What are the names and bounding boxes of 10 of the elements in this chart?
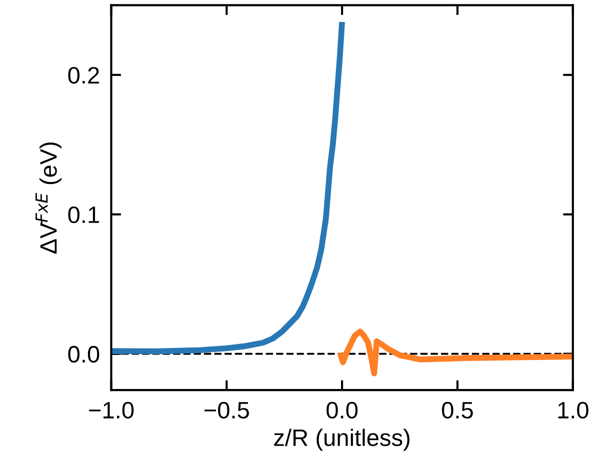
y-tick-label: 0.1: [68, 206, 99, 224]
x-tick-label: 0.0: [326, 402, 358, 419]
x-tick-label: −0.5: [204, 402, 249, 419]
y-tick-label: 0.0: [68, 346, 100, 363]
y-tick-label: 0.2: [68, 66, 99, 84]
x-tick-label: −1.0: [89, 402, 134, 419]
y-axis-title: ΔV̄$^{FxE}$ (eV): [36, 142, 62, 254]
x-axis-title: z/R (unitless): [274, 428, 410, 451]
x-tick-label: 0.5: [442, 402, 473, 419]
x-tick-label: 1.0: [558, 402, 588, 419]
